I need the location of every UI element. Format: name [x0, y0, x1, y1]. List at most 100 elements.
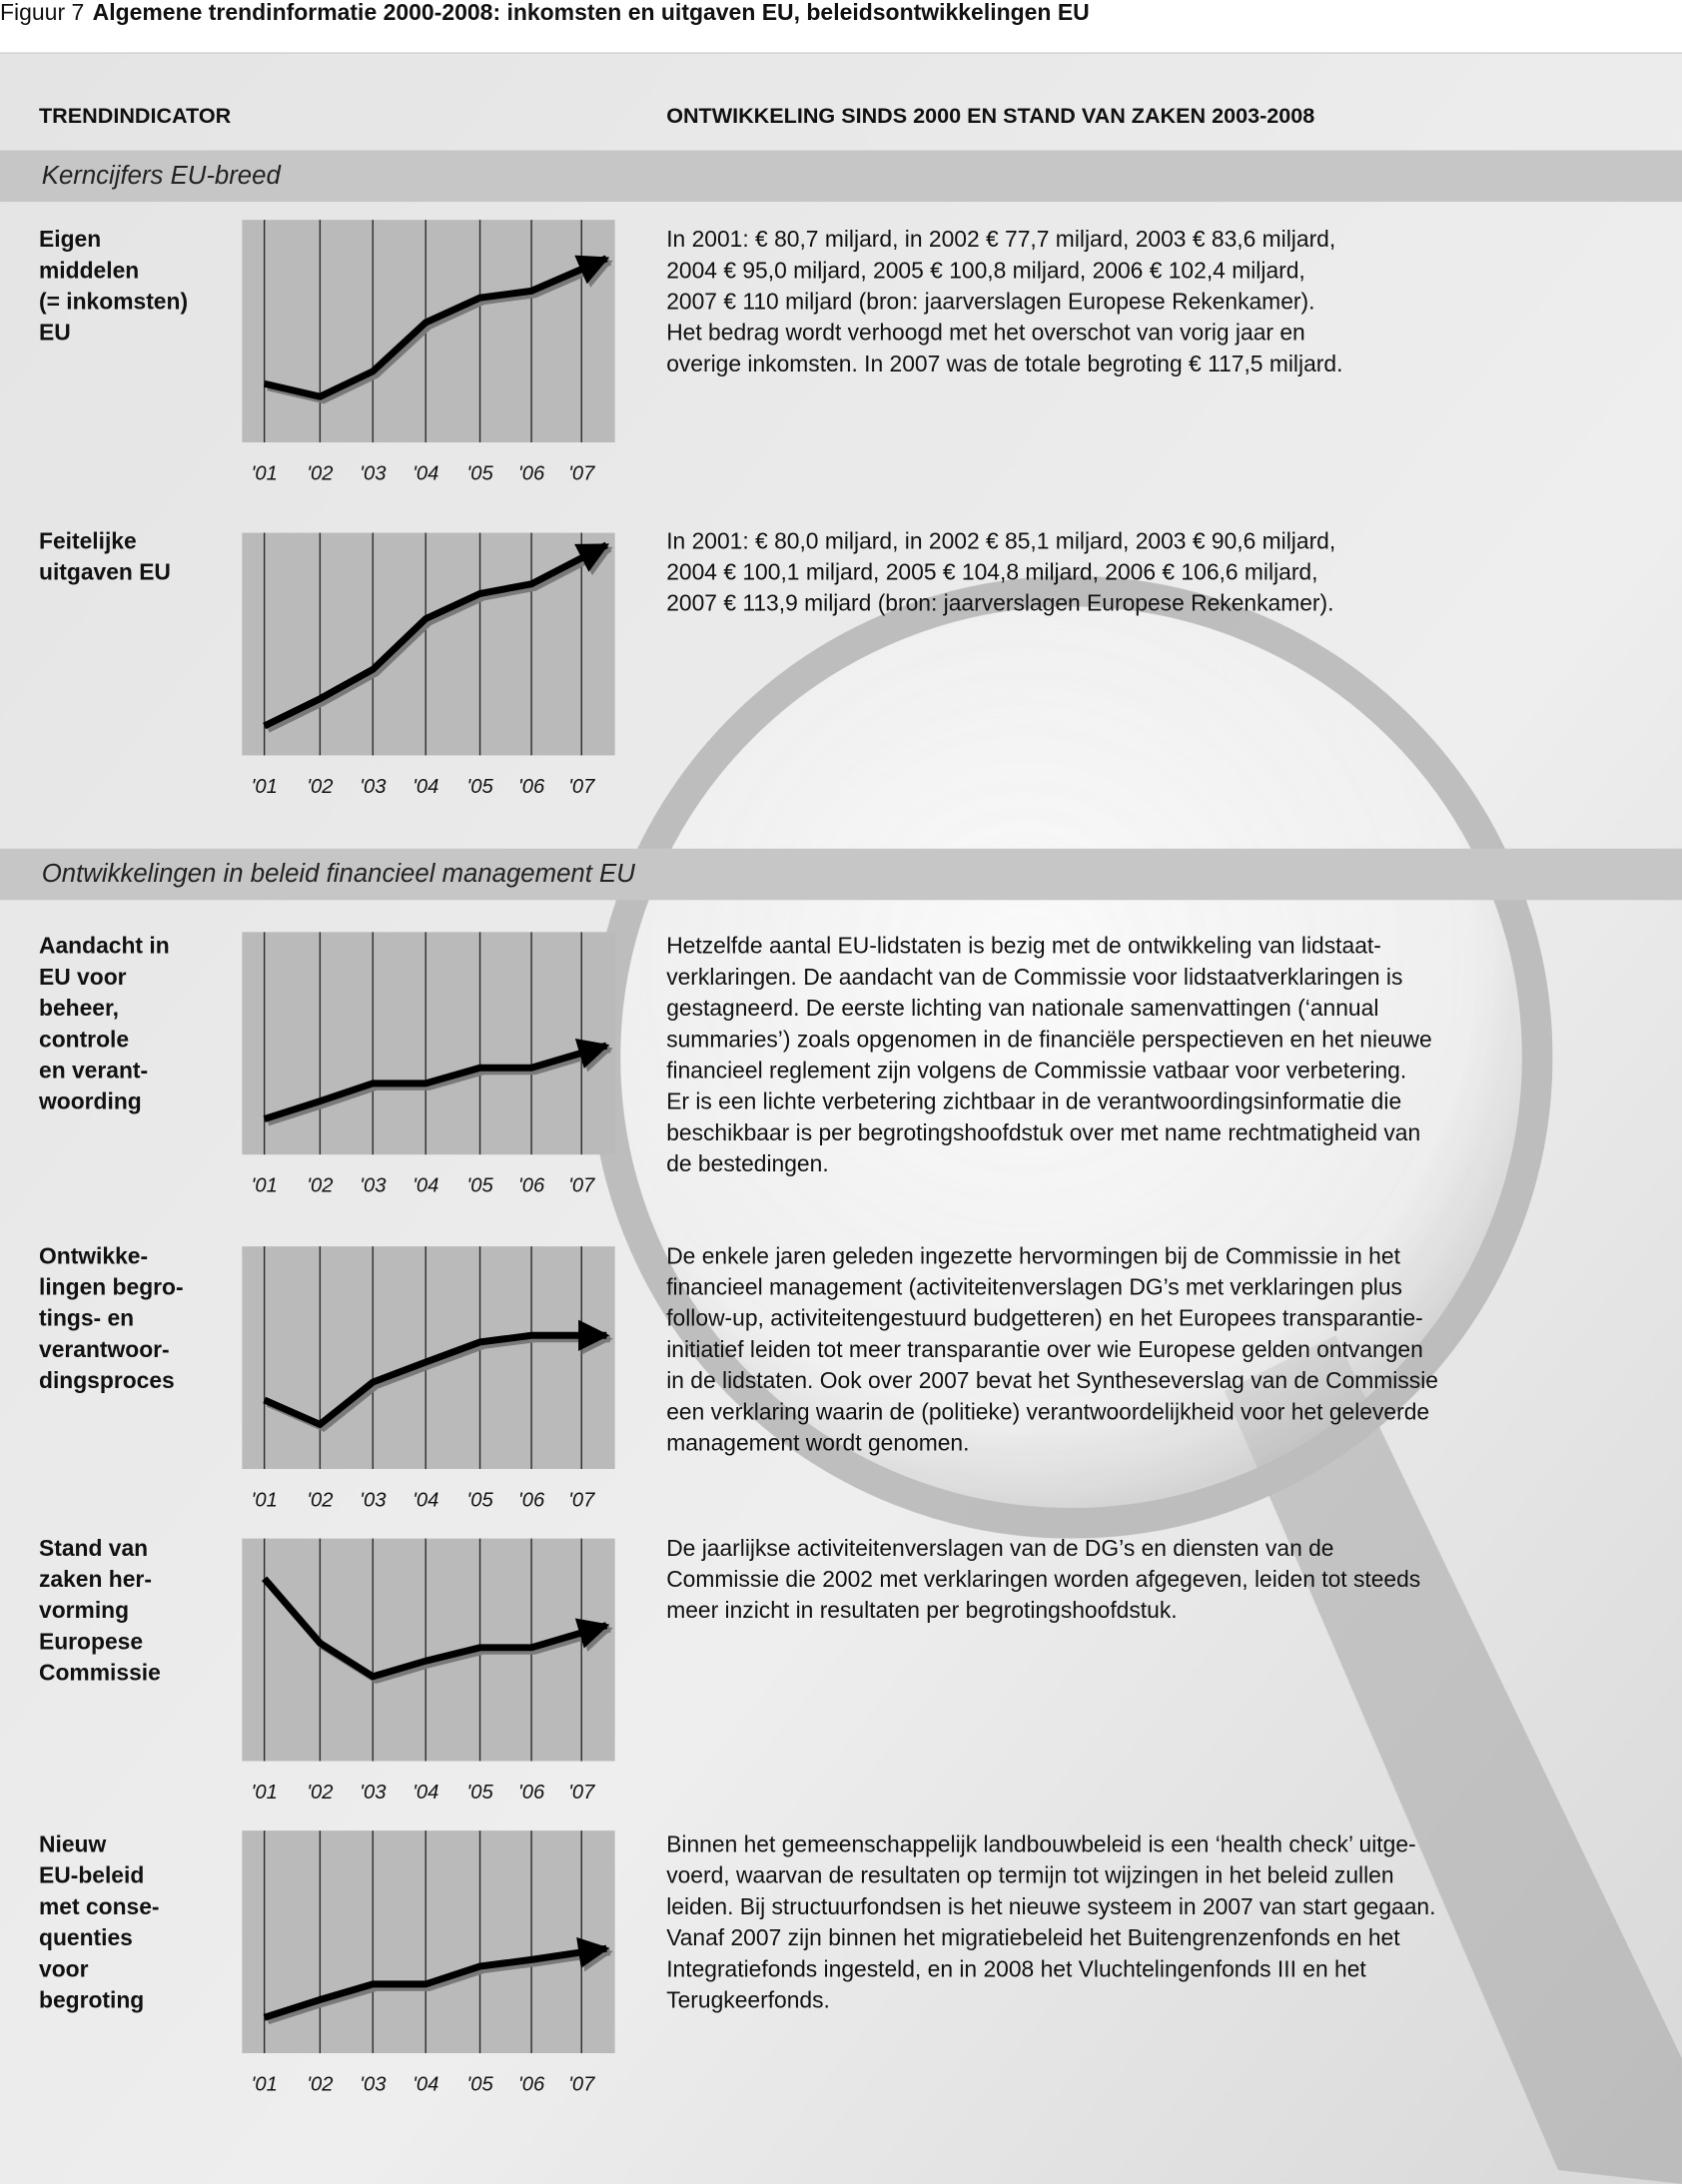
x-tick-label: '03: [360, 1489, 387, 1511]
x-tick-label: '01: [251, 2073, 277, 2095]
description-line: financieel management (activiteitenversl…: [666, 1273, 1402, 1299]
section-bar: [0, 848, 1682, 901]
x-tick-label: '03: [360, 1175, 387, 1197]
trend-line: [263, 1936, 610, 2021]
x-tick-label: '05: [466, 2073, 493, 2095]
x-tick-label: '02: [307, 1175, 333, 1197]
description-line: een verklaring waarin de (politieke) ver…: [666, 1398, 1429, 1424]
indicator-label: EU-beleid: [39, 1862, 144, 1888]
trend-line: [263, 541, 610, 730]
indicator-label: zaken her-: [39, 1566, 152, 1592]
indicator-label: EU: [39, 320, 71, 346]
description-line: Vanaf 2007 zijn binnen het migratiebelei…: [666, 1924, 1400, 1950]
indicator-label: uitgaven EU: [39, 559, 171, 585]
indicator-label: tings- en: [39, 1305, 134, 1331]
description-line: verklaringen. De aandacht van de Commiss…: [666, 964, 1402, 990]
indicator-label: middelen: [39, 257, 139, 283]
x-tick-label: '05: [466, 1782, 493, 1804]
column-header: ONTWIKKELING SINDS 2000 EN STAND VAN ZAK…: [666, 103, 1314, 128]
x-tick-label: '03: [360, 462, 387, 484]
indicator-label: dingsproces: [39, 1367, 175, 1393]
indicator-label: vorming: [39, 1597, 129, 1623]
chart-area: [242, 1830, 615, 2053]
indicator-label: met conse-: [39, 1893, 160, 1919]
line-shadow: [267, 259, 613, 404]
title: Algemene trendinformatie 2000-2008: inko…: [93, 0, 1090, 25]
chart-area: [242, 932, 615, 1155]
indicator-label: Ontwikke-: [39, 1242, 148, 1268]
x-tick-label: '02: [307, 1782, 333, 1804]
x-tick-label: '03: [360, 2073, 387, 2095]
x-tick-label: '04: [413, 1489, 438, 1511]
x-tick-label: '07: [568, 462, 595, 484]
x-tick-label: '02: [307, 2073, 333, 2095]
indicator-label: quenties: [39, 1924, 133, 1950]
indicator-label: Europese: [39, 1628, 143, 1654]
description-line: beschikbaar is per begrotingshoofdstuk o…: [666, 1119, 1420, 1145]
chart-area: [242, 1538, 615, 1762]
section-title: Kerncijfers EU-breed: [42, 162, 282, 190]
x-tick-label: '07: [568, 1175, 595, 1197]
x-tick-label: '06: [518, 1175, 545, 1197]
description-line: initiatief leiden tot meer transparantie…: [666, 1336, 1423, 1362]
column-header: TRENDINDICATOR: [39, 103, 232, 128]
description-line: summaries’) zoals opgenomen in de financ…: [666, 1026, 1431, 1052]
description-line: Terugkeerfonds.: [666, 1986, 830, 2012]
description-line: overige inkomsten. In 2007 was de totale…: [666, 351, 1342, 376]
x-tick-label: '03: [360, 776, 387, 798]
indicator-label: lingen begro-: [39, 1273, 184, 1299]
trend-line: [263, 1319, 610, 1429]
description-line: De enkele jaren geleden ingezette hervor…: [666, 1242, 1400, 1268]
x-tick-label: '07: [568, 1489, 595, 1511]
description-line: 2007 € 113,9 miljard (bron: jaarverslage…: [666, 590, 1333, 616]
indicator-label: Stand van: [39, 1535, 148, 1561]
description-line: financieel reglement zijn volgens de Com…: [666, 1057, 1406, 1083]
x-tick-label: '05: [466, 462, 493, 484]
description-line: Er is een lichte verbetering zichtbaar i…: [666, 1089, 1401, 1114]
description-line: follow-up, activiteitengestuurd budgette…: [666, 1305, 1423, 1331]
x-tick-label: '07: [568, 776, 595, 798]
section-title: Ontwikkelingen in beleid financieel mana…: [42, 860, 635, 888]
x-tick-label: '05: [466, 1175, 493, 1197]
x-tick-label: '06: [518, 462, 545, 484]
description-line: Integratiefonds ingesteld, en in 2008 he…: [666, 1955, 1366, 1981]
x-tick-label: '04: [413, 776, 438, 798]
description-line: Het bedrag wordt verhoogd met het oversc…: [666, 320, 1305, 346]
x-tick-label: '01: [251, 776, 277, 798]
description-line: Binnen het gemeenschappelijk landbouwbel…: [666, 1830, 1415, 1856]
description-line: de bestedingen.: [666, 1150, 828, 1176]
trend-line: [263, 255, 610, 400]
description-line: in de lidstaten. Ook over 2007 bevat het…: [666, 1367, 1438, 1393]
indicator-label: Commissie: [39, 1660, 161, 1686]
description-line: 2004 € 95,0 miljard, 2005 € 100,8 miljar…: [666, 257, 1305, 283]
figure-number: Figuur 7: [0, 0, 84, 25]
x-tick-label: '06: [518, 2073, 545, 2095]
x-tick-label: '06: [518, 776, 545, 798]
x-tick-label: '01: [251, 1175, 277, 1197]
x-tick-label: '02: [307, 776, 333, 798]
indicator-label: Feitelijke: [39, 527, 137, 553]
x-tick-label: '02: [307, 462, 333, 484]
header-band: [0, 0, 1682, 54]
description-line: voerd, waarvan de resultaten op termijn …: [666, 1862, 1393, 1888]
line-shadow: [267, 1940, 613, 2025]
magnifier: [589, 575, 1682, 2184]
x-tick-label: '01: [251, 462, 277, 484]
indicator-label: controle: [39, 1026, 129, 1052]
x-tick-label: '04: [413, 1782, 438, 1804]
indicator-label: verantwoor-: [39, 1336, 170, 1362]
description-line: In 2001: € 80,0 miljard, in 2002 € 85,1 …: [666, 527, 1335, 553]
indicator-label: Aandacht in: [39, 933, 170, 959]
indicator-label: begroting: [39, 1986, 144, 2012]
x-tick-label: '01: [251, 1782, 277, 1804]
trend-line: [263, 1038, 610, 1122]
description-line: In 2001: € 80,7 miljard, in 2002 € 77,7 …: [666, 226, 1335, 252]
indicator-label: (= inkomsten): [39, 288, 188, 314]
indicator-label: en verant-: [39, 1057, 148, 1083]
x-tick-label: '07: [568, 1782, 595, 1804]
x-tick-label: '01: [251, 1489, 277, 1511]
line-shadow: [267, 1042, 613, 1126]
line-shadow: [266, 545, 613, 733]
